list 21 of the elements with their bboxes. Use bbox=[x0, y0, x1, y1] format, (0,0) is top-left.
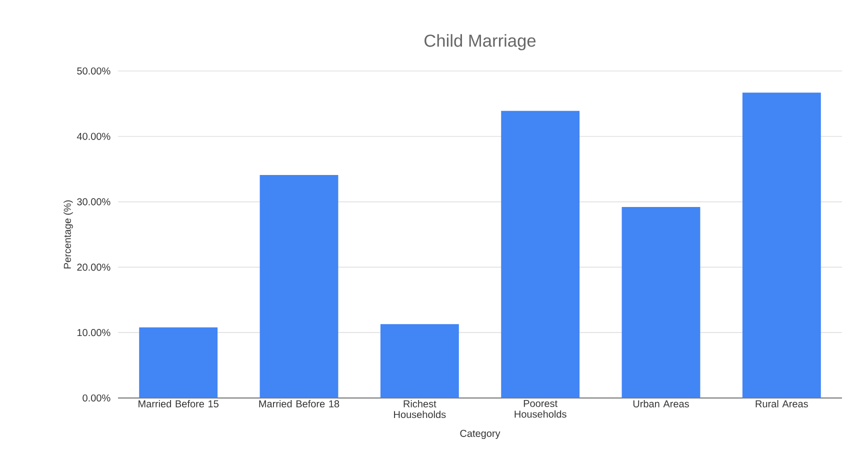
y-tick-label: 40.00% bbox=[76, 132, 110, 140]
x-axis-title: Category bbox=[460, 430, 500, 439]
bar bbox=[139, 327, 218, 398]
x-tick-label: Married Before 15 bbox=[138, 400, 218, 408]
y-tick-label: 0.00% bbox=[82, 394, 110, 402]
y-tick-label: 10.00% bbox=[77, 329, 110, 336]
y-tick-label: 20.00% bbox=[77, 264, 110, 271]
bar bbox=[742, 92, 821, 398]
bar bbox=[380, 324, 459, 398]
y-axis-title: Percentage (%) bbox=[64, 200, 73, 268]
y-tick-label: 30.00% bbox=[77, 198, 110, 206]
x-tick-label: Urban Areas bbox=[633, 400, 689, 408]
chart-title: Child Marriage bbox=[424, 34, 536, 50]
y-tick-label: 50.00% bbox=[77, 67, 110, 75]
x-tick-label: Married Before 18 bbox=[259, 400, 340, 408]
bar bbox=[501, 110, 580, 398]
bar bbox=[260, 174, 338, 398]
x-tick-label: Richest Households bbox=[394, 400, 446, 418]
x-tick-label: Poorest Households bbox=[514, 400, 566, 418]
x-tick-label: Rural Areas bbox=[756, 400, 808, 408]
bar bbox=[622, 207, 700, 398]
